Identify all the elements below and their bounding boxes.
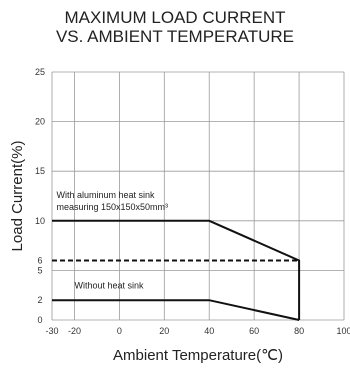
y-tick-label-4: 10 [35, 216, 45, 226]
x-tick-label-4: 40 [204, 326, 214, 336]
x-tick-label-7: 100 [336, 326, 350, 336]
y-tick-label-5: 15 [35, 166, 45, 176]
series-lines [52, 219, 301, 321]
x-tick-label-2: 0 [117, 326, 122, 336]
series-line-1 [52, 299, 300, 321]
chart-title-line-2: VS. AMBIENT TEMPERATURE [55, 27, 295, 46]
y-tick-label-0: 0 [37, 315, 42, 325]
x-tick-label-0: -30 [45, 326, 58, 336]
y-axis-label: Load Current(%) [9, 141, 26, 252]
x-tick-label-6: 80 [294, 326, 304, 336]
x-tick-label-3: 20 [159, 326, 169, 336]
x-tick-label-1: -20 [68, 326, 81, 336]
y-tick-label-3: 6 [37, 255, 42, 265]
annotations: With aluminum heat sink measuring 150x15… [56, 190, 168, 290]
x-tick-label-5: 60 [249, 326, 259, 336]
y-tick-label-7: 25 [35, 67, 45, 77]
y-tick-label-6: 20 [35, 117, 45, 127]
x-axis-label: Ambient Temperature(℃) [113, 347, 283, 364]
annotation-heat-sink-line-2: measuring 150x150x50mm³ [56, 202, 168, 212]
annotation-without-heat-sink: Without heat sink [74, 280, 144, 290]
chart-title-line-1: MAXIMUM LOAD CURRENT [64, 8, 286, 27]
y-tick-label-1: 2 [37, 295, 42, 305]
series-line-0 [52, 219, 301, 320]
annotation-heat-sink-line-1: With aluminum heat sink [56, 190, 155, 200]
y-tick-label-2: 5 [37, 265, 42, 275]
